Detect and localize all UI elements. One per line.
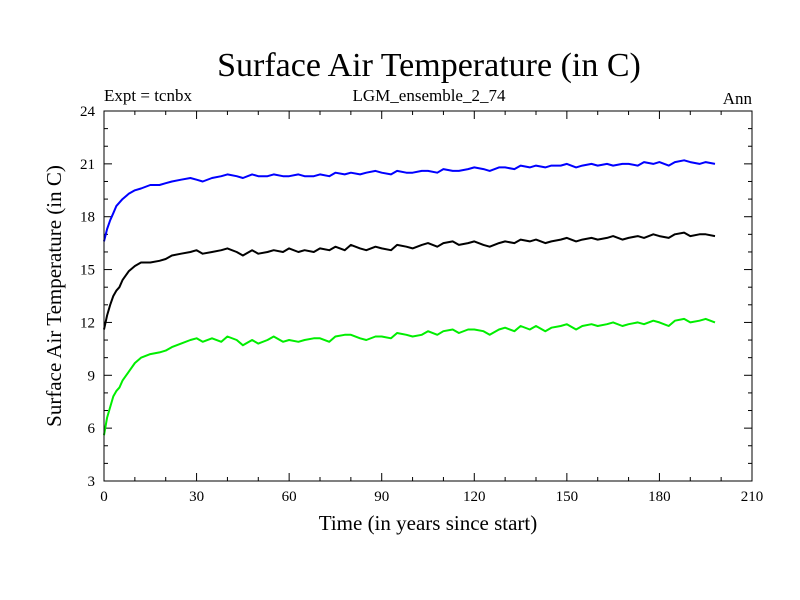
plot-frame [103,110,753,482]
y-tick-label: 9 [88,368,96,384]
y-tick-label: 3 [88,474,96,490]
y-tick-label: 24 [80,104,96,120]
x-tick-label: 90 [374,489,389,505]
data-series [103,159,716,436]
season-label: Ann [723,89,753,108]
x-tick-label: 180 [648,489,671,505]
x-axis-label: Time (in years since start) [319,511,538,535]
x-tick-label: 0 [100,489,108,505]
series-line-green [103,317,716,436]
axis-ticks: 0 30 60 90 120 150 180 210 3 6 9 12 15 18 21 24 [80,104,763,505]
x-tick-label: 30 [189,489,204,505]
y-tick-label: 18 [80,210,95,226]
y-axis-label: Surface Air Temperature (in C) [42,165,66,427]
experiment-label: Expt = tcnbx [104,86,192,105]
x-tick-label: 150 [556,489,579,505]
y-tick-label: 12 [80,315,95,331]
x-tick-label: 60 [282,489,297,505]
x-tick-label: 210 [741,489,764,505]
chart-title: Surface Air Temperature (in C) [217,47,641,84]
series-line-black [103,231,716,330]
y-tick-label: 6 [88,421,96,437]
y-tick-label: 21 [80,157,95,173]
y-tick-label: 15 [80,263,95,279]
series-line-blue [103,159,716,242]
x-tick-label: 120 [463,489,486,505]
ensemble-label: LGM_ensemble_2_74 [353,86,506,105]
